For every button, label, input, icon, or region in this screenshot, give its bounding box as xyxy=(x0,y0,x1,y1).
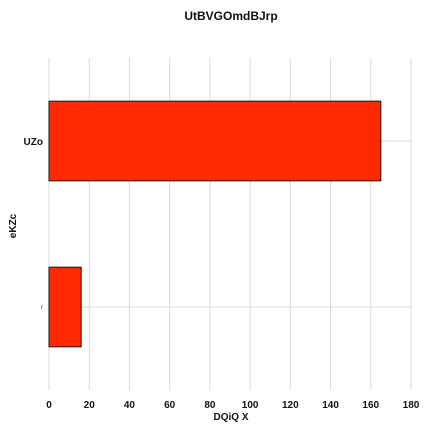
chart-title: UtBVGOmdBJrp xyxy=(184,9,277,23)
y-tick-label: r xyxy=(41,305,43,311)
y-axis-label: eKZc xyxy=(8,213,19,238)
x-tick-label: 160 xyxy=(362,400,379,411)
x-axis-label: DQiQ X xyxy=(213,412,248,423)
bar-uzo xyxy=(48,100,382,182)
x-tick-labels: 0 20 40 60 80 100 120 140 160 180 xyxy=(46,400,420,411)
x-tick-label: 0 xyxy=(46,400,52,411)
x-tick-label: 60 xyxy=(164,400,176,411)
bar-r xyxy=(48,266,82,348)
bars xyxy=(48,100,382,348)
x-tick-label: 180 xyxy=(403,400,420,411)
x-tick-label: 120 xyxy=(282,400,299,411)
x-tick-label: 40 xyxy=(124,400,136,411)
y-tick-labels: UZo r xyxy=(24,137,43,311)
y-tick-label: UZo xyxy=(24,137,43,148)
x-tick-label: 140 xyxy=(322,400,339,411)
x-tick-label: 100 xyxy=(242,400,259,411)
x-tick-label: 80 xyxy=(204,400,216,411)
x-tick-label: 20 xyxy=(84,400,96,411)
